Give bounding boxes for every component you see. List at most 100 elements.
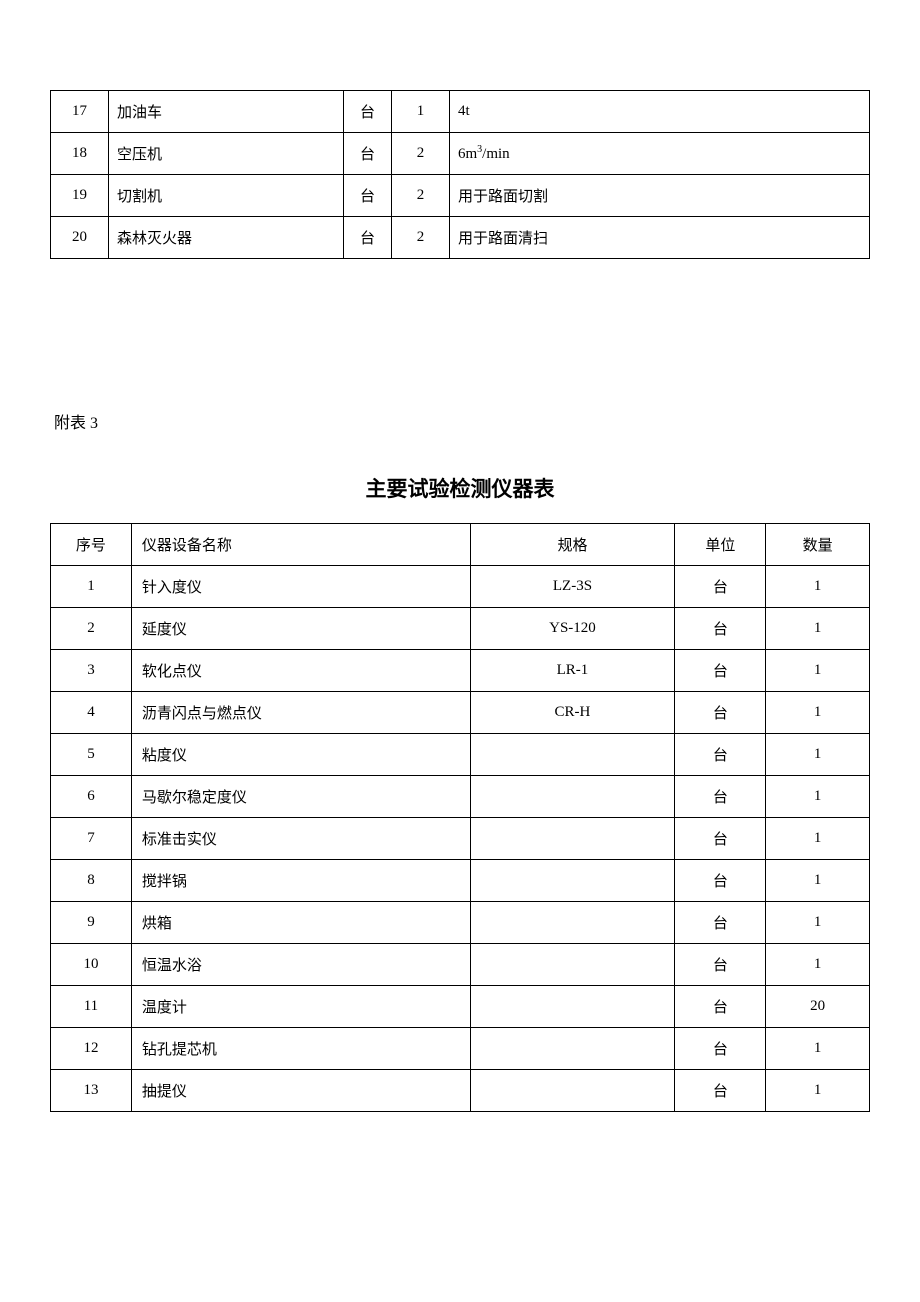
cell-remark: 用于路面切割 <box>450 175 870 217</box>
cell-spec <box>470 902 675 944</box>
cell-spec <box>470 860 675 902</box>
cell-unit: 台 <box>344 91 392 133</box>
cell-name: 烘箱 <box>131 902 470 944</box>
table-row: 19切割机台2用于路面切割 <box>51 175 870 217</box>
table-row: 20森林灭火器台2用于路面清扫 <box>51 217 870 259</box>
cell-num: 17 <box>51 91 109 133</box>
table-row: 12钻孔提芯机 台1 <box>51 1028 870 1070</box>
cell-unit: 台 <box>675 692 766 734</box>
cell-name: 钻孔提芯机 <box>131 1028 470 1070</box>
cell-num: 4 <box>51 692 132 734</box>
cell-num: 7 <box>51 818 132 860</box>
cell-spec <box>470 1070 675 1112</box>
cell-spec <box>470 818 675 860</box>
cell-qty: 2 <box>392 217 450 259</box>
table-row: 9烘箱 台1 <box>51 902 870 944</box>
table-row: 17加油车台14t <box>51 91 870 133</box>
cell-num: 8 <box>51 860 132 902</box>
table2-header-qty: 数量 <box>766 524 870 566</box>
cell-name: 粘度仪 <box>131 734 470 776</box>
table-row: 11温度计台20 <box>51 986 870 1028</box>
cell-qty: 1 <box>766 608 870 650</box>
cell-unit: 台 <box>675 860 766 902</box>
cell-name: 针入度仪 <box>131 566 470 608</box>
cell-name: 延度仪 <box>131 608 470 650</box>
table2-header-num: 序号 <box>51 524 132 566</box>
table2-title: 主要试验检测仪器表 <box>50 473 870 503</box>
cell-unit: 台 <box>675 1070 766 1112</box>
table-row: 10恒温水浴台1 <box>51 944 870 986</box>
cell-num: 18 <box>51 133 109 175</box>
cell-spec: LZ-3S <box>470 566 675 608</box>
cell-remark: 6m3/min <box>450 133 870 175</box>
appendix-label: 附表 3 <box>50 409 870 433</box>
cell-qty: 20 <box>766 986 870 1028</box>
table-row: 13抽提仪台1 <box>51 1070 870 1112</box>
cell-name: 搅拌锅 <box>131 860 470 902</box>
cell-name: 软化点仪 <box>131 650 470 692</box>
cell-name: 切割机 <box>109 175 344 217</box>
cell-unit: 台 <box>675 608 766 650</box>
cell-unit: 台 <box>344 133 392 175</box>
table2-header-spec: 规格 <box>470 524 675 566</box>
cell-num: 2 <box>51 608 132 650</box>
cell-unit: 台 <box>675 776 766 818</box>
cell-unit: 台 <box>675 986 766 1028</box>
table2-header-name: 仪器设备名称 <box>131 524 470 566</box>
cell-num: 10 <box>51 944 132 986</box>
instrument-table: 序号 仪器设备名称 规格 单位 数量 1针入度仪LZ-3S台12延度仪YS-12… <box>50 523 870 1112</box>
cell-unit: 台 <box>675 818 766 860</box>
cell-qty: 1 <box>766 944 870 986</box>
cell-qty: 1 <box>766 650 870 692</box>
table2-body: 1针入度仪LZ-3S台12延度仪YS-120台13软化点仪LR-1台14沥青闪点… <box>51 566 870 1112</box>
table-row: 1针入度仪LZ-3S台1 <box>51 566 870 608</box>
table-row: 7标准击实仪 台1 <box>51 818 870 860</box>
cell-unit: 台 <box>675 902 766 944</box>
cell-name: 空压机 <box>109 133 344 175</box>
table-row: 18空压机台26m3/min <box>51 133 870 175</box>
cell-spec <box>470 986 675 1028</box>
table-row: 4沥青闪点与燃点仪CR-H台1 <box>51 692 870 734</box>
cell-qty: 1 <box>766 1070 870 1112</box>
cell-num: 20 <box>51 217 109 259</box>
cell-spec: CR-H <box>470 692 675 734</box>
cell-qty: 1 <box>766 818 870 860</box>
cell-name: 森林灭火器 <box>109 217 344 259</box>
cell-qty: 1 <box>766 776 870 818</box>
cell-num: 6 <box>51 776 132 818</box>
table1-body: 17加油车台14t18空压机台26m3/min19切割机台2用于路面切割20森林… <box>51 91 870 259</box>
cell-num: 9 <box>51 902 132 944</box>
table-row: 5粘度仪 台1 <box>51 734 870 776</box>
cell-num: 5 <box>51 734 132 776</box>
cell-spec: LR-1 <box>470 650 675 692</box>
cell-qty: 2 <box>392 175 450 217</box>
cell-num: 3 <box>51 650 132 692</box>
table-row: 8搅拌锅台1 <box>51 860 870 902</box>
table2-header-unit: 单位 <box>675 524 766 566</box>
table2-header-row: 序号 仪器设备名称 规格 单位 数量 <box>51 524 870 566</box>
cell-name: 温度计 <box>131 986 470 1028</box>
cell-num: 19 <box>51 175 109 217</box>
cell-spec: YS-120 <box>470 608 675 650</box>
cell-unit: 台 <box>344 217 392 259</box>
cell-unit: 台 <box>675 734 766 776</box>
cell-qty: 1 <box>766 1028 870 1070</box>
cell-unit: 台 <box>675 650 766 692</box>
cell-name: 标准击实仪 <box>131 818 470 860</box>
cell-qty: 2 <box>392 133 450 175</box>
cell-num: 13 <box>51 1070 132 1112</box>
cell-remark: 用于路面清扫 <box>450 217 870 259</box>
cell-qty: 1 <box>766 566 870 608</box>
cell-num: 1 <box>51 566 132 608</box>
cell-qty: 1 <box>766 734 870 776</box>
cell-qty: 1 <box>392 91 450 133</box>
cell-spec <box>470 776 675 818</box>
cell-qty: 1 <box>766 902 870 944</box>
cell-num: 12 <box>51 1028 132 1070</box>
cell-spec <box>470 734 675 776</box>
cell-unit: 台 <box>675 944 766 986</box>
cell-unit: 台 <box>675 1028 766 1070</box>
cell-remark: 4t <box>450 91 870 133</box>
cell-unit: 台 <box>675 566 766 608</box>
cell-name: 加油车 <box>109 91 344 133</box>
